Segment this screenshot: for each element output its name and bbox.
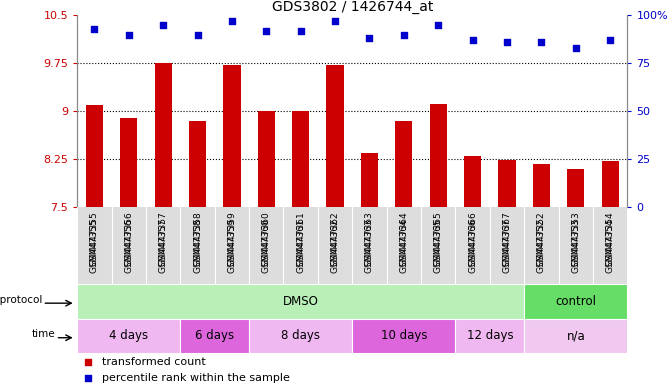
Text: GSM447357: GSM447357: [158, 218, 168, 273]
Text: GSM447352: GSM447352: [537, 218, 546, 273]
Text: GSM447365: GSM447365: [433, 211, 443, 266]
Point: [123, 31, 134, 38]
Bar: [395, 121, 413, 207]
Text: GSM447361: GSM447361: [296, 218, 305, 273]
Text: GSM447356: GSM447356: [124, 218, 134, 273]
Text: GSM447360: GSM447360: [262, 211, 271, 266]
Point: [227, 18, 238, 24]
Point: [295, 28, 306, 34]
Text: GSM447364: GSM447364: [399, 218, 409, 273]
Bar: [456, 319, 524, 353]
Bar: [327, 65, 344, 207]
Point: [433, 22, 444, 28]
Point: [158, 22, 168, 28]
Text: control: control: [556, 295, 597, 308]
Text: GSM447357: GSM447357: [158, 211, 168, 266]
Title: GDS3802 / 1426744_at: GDS3802 / 1426744_at: [272, 0, 433, 14]
Point: [605, 37, 615, 43]
Point: [192, 31, 203, 38]
Bar: [464, 156, 481, 207]
Bar: [154, 63, 172, 207]
Text: GSM447354: GSM447354: [606, 218, 615, 273]
Bar: [180, 319, 249, 353]
Text: GSM447361: GSM447361: [296, 211, 305, 266]
Text: GSM447365: GSM447365: [433, 218, 443, 273]
Bar: [533, 164, 550, 207]
Text: 6 days: 6 days: [195, 329, 234, 343]
Bar: [602, 161, 619, 207]
Text: GSM447366: GSM447366: [468, 218, 477, 273]
Bar: [361, 153, 378, 207]
Point: [502, 39, 513, 45]
Bar: [292, 111, 309, 207]
Point: [89, 26, 100, 32]
Text: GSM447353: GSM447353: [571, 211, 580, 266]
Text: GSM447359: GSM447359: [227, 211, 236, 266]
Text: GSM447363: GSM447363: [365, 211, 374, 266]
Point: [329, 18, 340, 24]
Text: GSM447355: GSM447355: [90, 211, 99, 266]
Point: [447, 170, 458, 176]
Point: [570, 45, 581, 51]
Bar: [77, 284, 524, 319]
Bar: [77, 319, 180, 353]
Text: GSM447367: GSM447367: [503, 218, 511, 273]
Bar: [249, 319, 352, 353]
Text: n/a: n/a: [566, 329, 585, 343]
Text: percentile rank within the sample: percentile rank within the sample: [102, 373, 290, 383]
Point: [447, 310, 458, 316]
Text: GSM447352: GSM447352: [537, 211, 546, 266]
Text: time: time: [32, 329, 56, 339]
Text: 10 days: 10 days: [380, 329, 427, 343]
Text: GSM447367: GSM447367: [503, 211, 511, 266]
Point: [467, 37, 478, 43]
Point: [261, 28, 272, 34]
Bar: [567, 169, 584, 207]
Bar: [120, 118, 138, 207]
Bar: [258, 111, 275, 207]
Bar: [352, 319, 456, 353]
Text: 12 days: 12 days: [466, 329, 513, 343]
Text: GSM447354: GSM447354: [606, 211, 615, 266]
Bar: [86, 105, 103, 207]
Text: GSM447360: GSM447360: [262, 218, 271, 273]
Bar: [499, 160, 515, 207]
Bar: [524, 319, 627, 353]
Text: GSM447362: GSM447362: [331, 218, 340, 273]
Text: growth protocol: growth protocol: [0, 295, 42, 305]
Point: [364, 35, 375, 41]
Bar: [524, 284, 627, 319]
Text: 8 days: 8 days: [281, 329, 320, 343]
Bar: [223, 65, 240, 207]
Text: GSM447356: GSM447356: [124, 211, 134, 266]
Text: transformed count: transformed count: [102, 358, 206, 367]
Text: GSM447362: GSM447362: [331, 211, 340, 266]
Text: GSM447355: GSM447355: [90, 218, 99, 273]
Text: GSM447353: GSM447353: [571, 218, 580, 273]
Text: 4 days: 4 days: [109, 329, 148, 343]
Text: GSM447358: GSM447358: [193, 211, 202, 266]
Bar: [429, 104, 447, 207]
Point: [536, 39, 547, 45]
Bar: [189, 121, 206, 207]
Text: GSM447358: GSM447358: [193, 218, 202, 273]
Text: GSM447359: GSM447359: [227, 218, 236, 273]
Text: GSM447363: GSM447363: [365, 218, 374, 273]
Point: [399, 31, 409, 38]
Text: GSM447366: GSM447366: [468, 211, 477, 266]
Text: GSM447364: GSM447364: [399, 211, 409, 266]
Text: DMSO: DMSO: [282, 295, 319, 308]
